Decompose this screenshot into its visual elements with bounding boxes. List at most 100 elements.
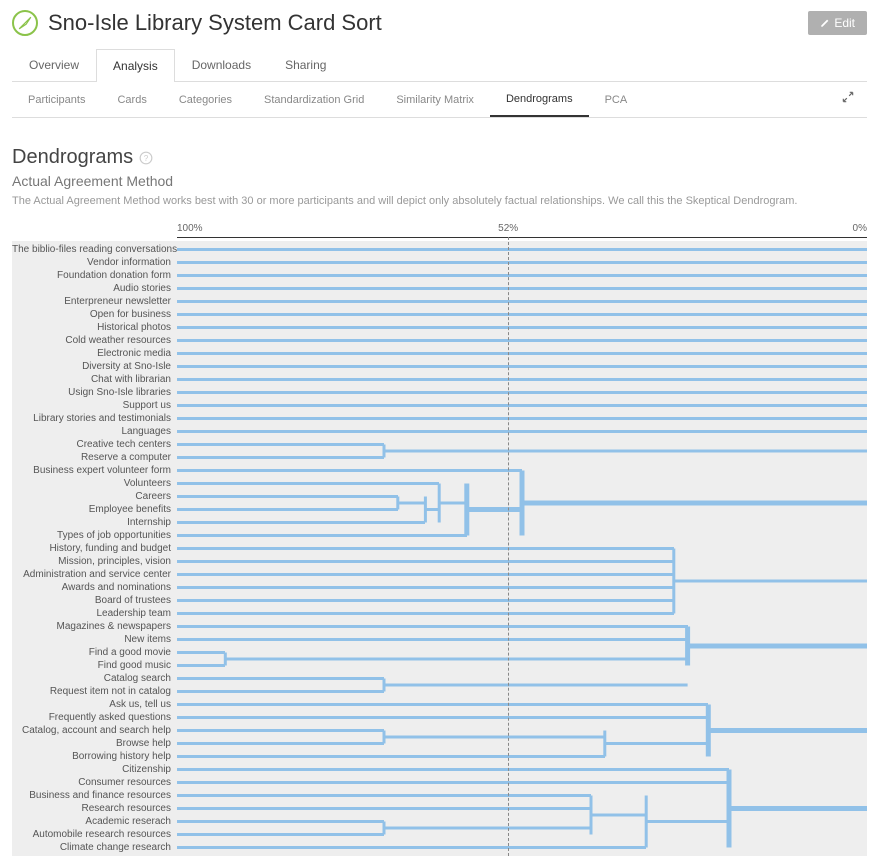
dendro-bar <box>177 261 867 264</box>
dendro-row: Consumer resources <box>12 776 867 789</box>
subtab-categories[interactable]: Categories <box>163 84 248 116</box>
dendro-row: Cold weather resources <box>12 334 867 347</box>
axis: 100% 52% 0% <box>177 223 867 241</box>
dendro-row: Frequently asked questions <box>12 711 867 724</box>
header: Sno-Isle Library System Card Sort Edit <box>12 10 867 36</box>
dendro-row: Enterpreneur newsletter <box>12 295 867 308</box>
row-label: Borrowing history help <box>12 751 177 762</box>
axis-label-52: 52% <box>498 223 518 234</box>
dendro-row: Awards and nominations <box>12 581 867 594</box>
dendro-bar <box>177 612 674 615</box>
expand-icon[interactable] <box>829 82 867 117</box>
dendro-bar <box>177 378 867 381</box>
row-label: Research resources <box>12 803 177 814</box>
tab-sharing[interactable]: Sharing <box>268 48 343 81</box>
dendro-bar <box>177 248 867 251</box>
threshold-line[interactable] <box>508 237 509 856</box>
dendro-row: Types of job opportunities <box>12 529 867 542</box>
row-label: Catalog search <box>12 673 177 684</box>
row-label: Administration and service center <box>12 569 177 580</box>
subtab-standardization-grid[interactable]: Standardization Grid <box>248 84 380 116</box>
row-label: Employee benefits <box>12 504 177 515</box>
dendro-row: Research resources <box>12 802 867 815</box>
subtab-similarity-matrix[interactable]: Similarity Matrix <box>380 84 490 116</box>
row-label: Historical photos <box>12 322 177 333</box>
row-label: Cold weather resources <box>12 335 177 346</box>
row-label: Board of trustees <box>12 595 177 606</box>
tab-overview[interactable]: Overview <box>12 48 96 81</box>
dendro-row: Employee benefits <box>12 503 867 516</box>
dendro-row: Citizenship <box>12 763 867 776</box>
row-label: The biblio-files reading conversations <box>12 244 177 255</box>
edit-button[interactable]: Edit <box>808 11 867 35</box>
dendro-row: Electronic media <box>12 347 867 360</box>
row-label: Careers <box>12 491 177 502</box>
dendro-row: Automobile research resources <box>12 828 867 841</box>
row-label: Leadership team <box>12 608 177 619</box>
dendro-row: Chat with librarian <box>12 373 867 386</box>
dendro-bar <box>177 716 708 719</box>
dendro-bar <box>177 547 674 550</box>
row-label: Business expert volunteer form <box>12 465 177 476</box>
dendro-row: Reserve a computer <box>12 451 867 464</box>
dendro-row: Leadership team <box>12 607 867 620</box>
dendro-bar <box>177 846 646 849</box>
dendro-row: Magazines & newspapers <box>12 620 867 633</box>
subtab-participants[interactable]: Participants <box>12 84 101 116</box>
dendro-row: Careers <box>12 490 867 503</box>
tab-analysis[interactable]: Analysis <box>96 49 175 82</box>
row-label: Automobile research resources <box>12 829 177 840</box>
dendro-row: Ask us, tell us <box>12 698 867 711</box>
dendro-row: Usign Sno-Isle libraries <box>12 386 867 399</box>
tabs-primary: OverviewAnalysisDownloadsSharing <box>12 48 867 82</box>
subtab-pca[interactable]: PCA <box>589 84 644 116</box>
subtab-cards[interactable]: Cards <box>101 84 162 116</box>
dendro-row: Browse help <box>12 737 867 750</box>
dendro-bar <box>177 326 867 329</box>
dendro-bar <box>177 729 384 732</box>
dendro-bar <box>177 495 398 498</box>
dendro-bar <box>177 404 867 407</box>
dendro-bar <box>177 430 867 433</box>
tab-downloads[interactable]: Downloads <box>175 48 268 81</box>
dendro-bar <box>177 521 425 524</box>
row-label: History, funding and budget <box>12 543 177 554</box>
dendrogram: 100% 52% 0% The biblio-files reading con… <box>12 223 867 856</box>
row-label: Electronic media <box>12 348 177 359</box>
row-label: Find good music <box>12 660 177 671</box>
row-label: Foundation donation form <box>12 270 177 281</box>
dendro-bar <box>177 586 674 589</box>
dendro-bar <box>177 443 384 446</box>
row-label: Library stories and testimonials <box>12 413 177 424</box>
dendro-row: Catalog, account and search help <box>12 724 867 737</box>
dendro-bar <box>177 287 867 290</box>
dendro-row: Foundation donation form <box>12 269 867 282</box>
dendro-row: Board of trustees <box>12 594 867 607</box>
subtab-dendrograms[interactable]: Dendrograms <box>490 83 589 117</box>
dendro-row: Languages <box>12 425 867 438</box>
dendro-row: Climate change research <box>12 841 867 854</box>
dendro-row: History, funding and budget <box>12 542 867 555</box>
row-label: Internship <box>12 517 177 528</box>
dendro-row: New items <box>12 633 867 646</box>
dendro-row: Request item not in catalog <box>12 685 867 698</box>
dendrogram-body: The biblio-files reading conversationsVe… <box>12 241 867 856</box>
dendro-bar <box>177 768 729 771</box>
dendro-bar <box>177 690 384 693</box>
dendro-bar <box>177 391 867 394</box>
dendro-row: Find a good movie <box>12 646 867 659</box>
row-label: New items <box>12 634 177 645</box>
dendro-row: Volunteers <box>12 477 867 490</box>
axis-label-0: 0% <box>853 223 867 234</box>
row-label: Audio stories <box>12 283 177 294</box>
dendro-row: Support us <box>12 399 867 412</box>
row-label: Diversity at Sno-Isle <box>12 361 177 372</box>
dendro-bar <box>177 677 384 680</box>
row-label: Find a good movie <box>12 647 177 658</box>
dendro-bar <box>177 456 384 459</box>
dendro-bar <box>177 820 384 823</box>
help-icon[interactable]: ? <box>139 151 153 165</box>
dendro-bar <box>177 781 729 784</box>
axis-label-100: 100% <box>177 223 203 234</box>
section-title: Dendrograms ? <box>12 146 867 169</box>
